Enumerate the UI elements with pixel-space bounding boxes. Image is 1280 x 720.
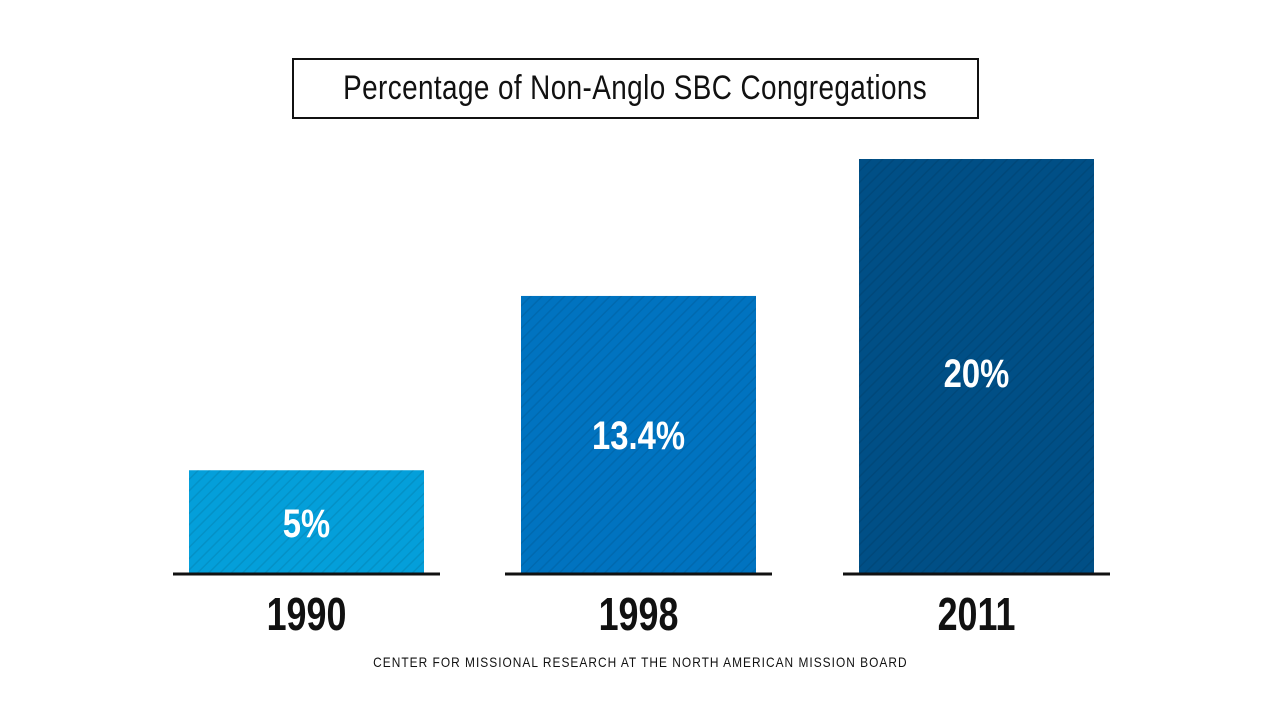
data-label-1990: 5% xyxy=(283,501,330,546)
tick-label-1990: 1990 xyxy=(267,589,347,640)
source-text: CENTER FOR MISSIONAL RESEARCH AT THE NOR… xyxy=(372,654,908,670)
bar-hatch-1998 xyxy=(521,295,756,574)
bar-hatch-2011 xyxy=(859,159,1094,574)
tick-label-1998: 1998 xyxy=(599,589,679,640)
data-label-1998: 13.4% xyxy=(592,413,685,458)
chart-title-box: Percentage of Non-Anglo SBC Congregation… xyxy=(292,58,979,119)
chart-title: Percentage of Non-Anglo SBC Congregation… xyxy=(343,69,928,107)
tick-label-2011: 2011 xyxy=(938,589,1016,640)
data-label-2011: 20% xyxy=(944,351,1010,396)
bar-hatch-1990 xyxy=(189,470,424,574)
source-note: CENTER FOR MISSIONAL RESEARCH AT THE NOR… xyxy=(0,654,1280,670)
